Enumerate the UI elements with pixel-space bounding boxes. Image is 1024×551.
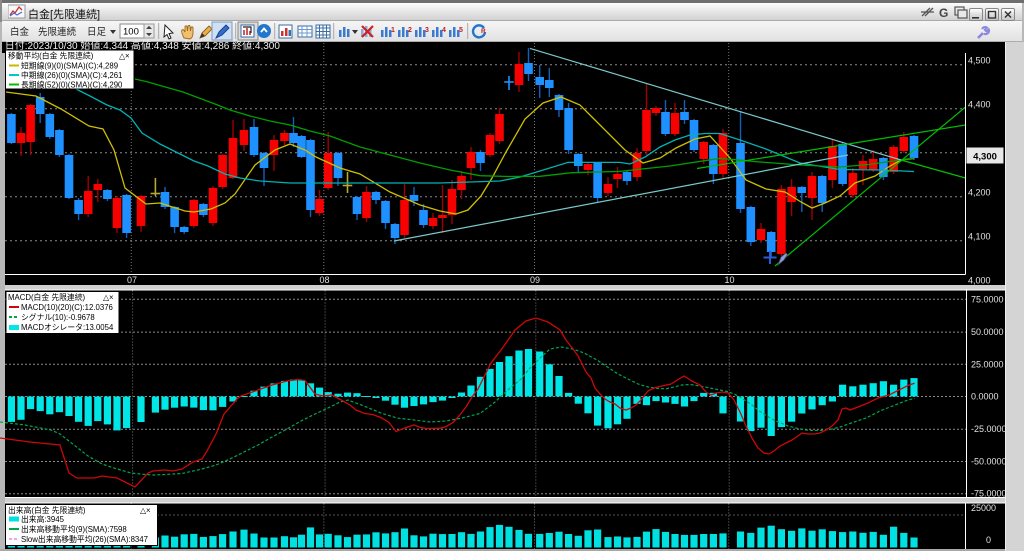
svg-text:先限連続: 先限連続 bbox=[38, 26, 77, 38]
svg-text:3: 3 bbox=[425, 27, 429, 34]
svg-text:1: 1 bbox=[391, 27, 395, 34]
svg-text:25.0000: 25.0000 bbox=[971, 359, 1004, 369]
svg-text:4,100: 4,100 bbox=[968, 231, 991, 241]
svg-text:50.0000: 50.0000 bbox=[971, 327, 1004, 337]
svg-text:MACD(10)(20)(C):12.0376: MACD(10)(20)(C):12.0376 bbox=[21, 303, 113, 312]
svg-text:△×: △× bbox=[103, 293, 114, 302]
svg-text:4,000: 4,000 bbox=[968, 275, 991, 285]
svg-text:出来高:3945: 出来高:3945 bbox=[21, 514, 65, 524]
svg-text:G: G bbox=[939, 6, 948, 20]
svg-text:4,300: 4,300 bbox=[973, 152, 997, 163]
svg-text:4: 4 bbox=[442, 27, 446, 34]
svg-text:-50.0000: -50.0000 bbox=[971, 457, 1007, 467]
svg-text:MACDオシレータ:13.0054: MACDオシレータ:13.0054 bbox=[21, 323, 114, 332]
svg-text:75.0000: 75.0000 bbox=[971, 294, 1004, 304]
svg-text:-25.0000: -25.0000 bbox=[971, 424, 1007, 434]
svg-text:5: 5 bbox=[459, 27, 463, 34]
svg-text:2: 2 bbox=[408, 27, 412, 34]
svg-text:0: 0 bbox=[986, 535, 991, 545]
svg-text:09: 09 bbox=[530, 275, 540, 285]
svg-text:08: 08 bbox=[320, 275, 330, 285]
svg-text:白金: 白金 bbox=[10, 26, 30, 38]
svg-text:R: R bbox=[481, 28, 486, 35]
svg-text:MACD(白金 先限連続): MACD(白金 先限連続) bbox=[8, 292, 85, 302]
svg-text:10: 10 bbox=[725, 275, 735, 285]
svg-text:25000: 25000 bbox=[971, 503, 996, 513]
svg-text:07: 07 bbox=[127, 275, 137, 285]
svg-text:移動平均(白金 先限連続): 移動平均(白金 先限連続) bbox=[8, 51, 94, 61]
svg-text:Slow出来高移動平均(26)(SMA):8347: Slow出来高移動平均(26)(SMA):8347 bbox=[21, 534, 148, 544]
svg-text:-75.0000: -75.0000 bbox=[971, 489, 1007, 499]
svg-text:長期線(52)(0)(SMA)(C):4,290: 長期線(52)(0)(SMA)(C):4,290 bbox=[21, 80, 123, 90]
svg-text:0.0000: 0.0000 bbox=[971, 392, 999, 402]
svg-text:△×: △× bbox=[140, 506, 151, 515]
svg-text:短期線(9)(0)(SMA)(C):4,289: 短期線(9)(0)(SMA)(C):4,289 bbox=[21, 61, 118, 71]
svg-text:4,200: 4,200 bbox=[968, 187, 991, 197]
svg-text:出来高移動平均(9)(SMA):7598: 出来高移動平均(9)(SMA):7598 bbox=[21, 524, 127, 534]
svg-text:△×: △× bbox=[119, 52, 130, 61]
svg-text:4,500: 4,500 bbox=[968, 55, 991, 65]
svg-text:日足: 日足 bbox=[87, 27, 107, 38]
svg-text:出来高(白金 先限連続): 出来高(白金 先限連続) bbox=[8, 505, 86, 515]
svg-text:シグナル(10):-0.9678: シグナル(10):-0.9678 bbox=[21, 312, 95, 322]
svg-text:中期線(26)(0)(SMA)(C):4,261: 中期線(26)(0)(SMA)(C):4,261 bbox=[21, 70, 122, 80]
svg-text:4,400: 4,400 bbox=[968, 99, 991, 109]
svg-text:100: 100 bbox=[123, 27, 139, 38]
